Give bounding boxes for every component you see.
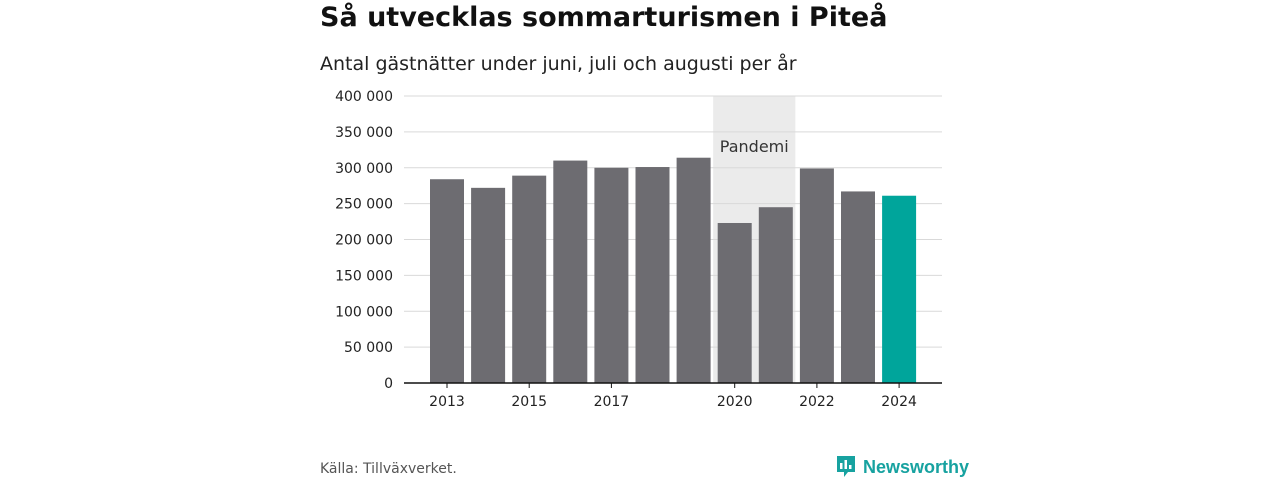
chart-subtitle: Antal gästnätter under juni, juli och au…: [320, 53, 797, 75]
y-tick-label: 150 000: [335, 268, 393, 284]
y-tick-label: 200 000: [335, 233, 393, 249]
bar-2017: [594, 167, 629, 383]
y-tick-label: 50 000: [344, 340, 393, 356]
brand-logo[interactable]: Newsworthy: [835, 454, 969, 480]
x-tick-label: 2020: [717, 394, 753, 410]
x-tick-label: 2013: [429, 394, 465, 410]
bar-2019: [676, 157, 711, 383]
newsworthy-logo-icon: [837, 456, 855, 477]
brand-name: Newsworthy: [863, 456, 970, 477]
y-tick-label: 300 000: [335, 161, 393, 177]
x-tick-label: 2024: [881, 394, 917, 410]
bar-2014: [471, 187, 506, 383]
bar-2022: [799, 168, 834, 383]
y-tick-label: 350 000: [335, 125, 393, 141]
chart-title: Så utvecklas sommarturismen i Piteå: [320, 2, 888, 33]
x-tick-label: 2017: [594, 394, 630, 410]
y-tick-label: 100 000: [335, 304, 393, 320]
bar-2018: [635, 167, 670, 383]
bar-2024: [882, 195, 917, 383]
bar-2016: [553, 160, 588, 383]
source-note: Källa: Tillväxverket.: [320, 461, 457, 477]
x-tick-label: 2022: [799, 394, 835, 410]
pandemic-label: Pandemi: [720, 137, 789, 156]
y-tick-label: 250 000: [335, 197, 393, 213]
bar-2013: [430, 179, 464, 383]
y-tick-label: 0: [384, 376, 393, 392]
bar-2015: [512, 175, 547, 383]
x-tick-label: 2015: [511, 394, 547, 410]
bar-2021: [758, 207, 793, 383]
bar-2023: [841, 191, 875, 383]
bar-2020: [717, 222, 752, 383]
y-tick-label: 400 000: [335, 89, 393, 105]
bar-chart: 0 50 000 100 000 150 000 200 000 250 000 300 0…: [335, 89, 942, 410]
